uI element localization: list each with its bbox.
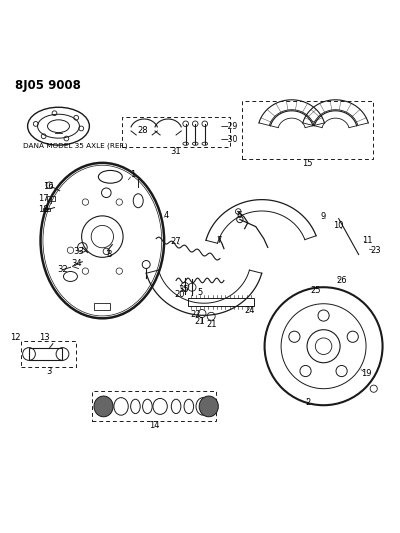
Text: 34: 34 bbox=[71, 259, 82, 268]
Text: 16: 16 bbox=[43, 182, 54, 191]
Text: 27: 27 bbox=[170, 237, 180, 246]
Text: 19: 19 bbox=[361, 369, 372, 378]
Text: 10: 10 bbox=[334, 221, 344, 230]
Text: 26: 26 bbox=[336, 276, 347, 285]
Text: 35: 35 bbox=[179, 285, 189, 294]
Text: 7: 7 bbox=[216, 236, 222, 245]
Text: 21: 21 bbox=[207, 320, 217, 329]
Text: 2: 2 bbox=[305, 398, 310, 407]
Bar bbox=[122, 117, 230, 147]
Bar bbox=[21, 341, 76, 367]
Text: 18: 18 bbox=[38, 205, 49, 214]
Bar bbox=[242, 101, 373, 159]
Text: 31: 31 bbox=[171, 147, 181, 156]
Text: 5: 5 bbox=[197, 288, 203, 297]
Ellipse shape bbox=[199, 396, 218, 417]
Text: 9: 9 bbox=[321, 212, 326, 221]
Text: 22: 22 bbox=[191, 310, 201, 319]
Text: 33: 33 bbox=[73, 247, 84, 256]
Text: 25: 25 bbox=[310, 286, 321, 295]
Text: —30: —30 bbox=[221, 135, 238, 144]
Text: 8J05 9008: 8J05 9008 bbox=[15, 79, 80, 92]
Bar bbox=[43, 207, 50, 212]
Text: DANA MODEL 35 AXLE (REF.): DANA MODEL 35 AXLE (REF.) bbox=[23, 143, 127, 149]
Ellipse shape bbox=[94, 396, 113, 417]
Text: 14: 14 bbox=[149, 422, 160, 431]
Text: 6: 6 bbox=[236, 211, 242, 220]
Text: 4: 4 bbox=[164, 211, 169, 220]
Text: 8: 8 bbox=[106, 250, 112, 259]
Bar bbox=[29, 348, 62, 360]
Text: 23: 23 bbox=[370, 246, 381, 255]
Text: —29: —29 bbox=[221, 122, 238, 131]
Text: 1: 1 bbox=[130, 171, 135, 179]
Bar bbox=[94, 303, 110, 310]
Text: 13: 13 bbox=[39, 333, 50, 342]
Text: 24: 24 bbox=[244, 306, 255, 315]
Text: 15: 15 bbox=[302, 159, 313, 168]
Text: 28: 28 bbox=[138, 126, 148, 135]
Text: 32: 32 bbox=[57, 265, 68, 274]
Text: 17: 17 bbox=[38, 194, 49, 203]
Bar bbox=[47, 196, 55, 201]
Bar bbox=[92, 391, 216, 421]
Text: 3: 3 bbox=[46, 367, 51, 376]
Text: 11: 11 bbox=[362, 236, 373, 245]
Text: 20: 20 bbox=[174, 290, 184, 299]
Bar bbox=[188, 298, 254, 305]
Text: 21: 21 bbox=[194, 317, 204, 326]
Text: 12: 12 bbox=[10, 333, 21, 342]
